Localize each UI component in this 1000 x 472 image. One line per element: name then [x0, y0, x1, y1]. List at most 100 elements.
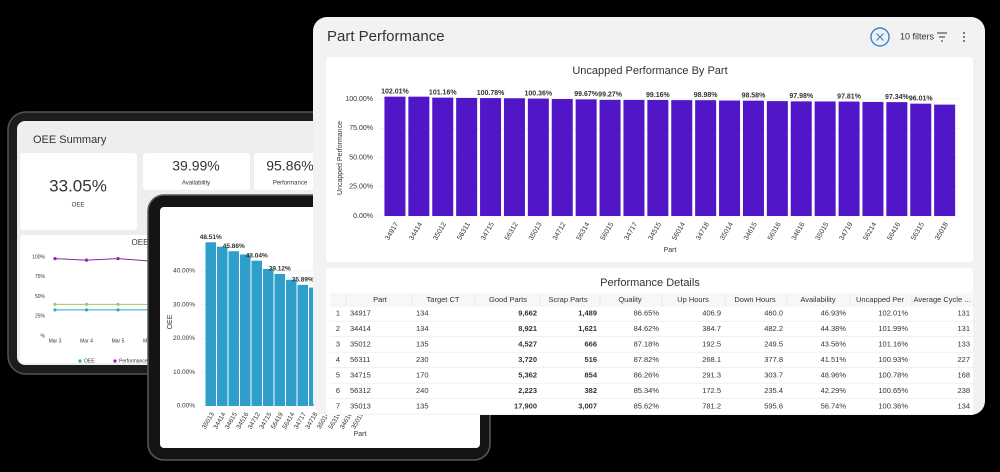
- column-header: Part: [373, 295, 388, 304]
- table-cell: 170: [416, 370, 429, 379]
- table-cell: 168: [957, 370, 970, 379]
- table-cell: 85.34%: [634, 386, 660, 395]
- table-cell: 3,720: [518, 355, 537, 364]
- bar: [766, 101, 788, 216]
- table-cell: 87.82%: [634, 355, 660, 364]
- bar: [575, 99, 597, 216]
- kpi-card: [143, 153, 250, 190]
- table-cell: 854: [584, 370, 597, 379]
- y-tick-label: 100%: [32, 254, 45, 260]
- bar: [205, 242, 216, 406]
- bar: [647, 99, 669, 216]
- point: [84, 302, 89, 306]
- y-axis-label: Uncapped Performance: [337, 121, 344, 195]
- value-label: 97.81%: [837, 93, 862, 100]
- value-label: 100.36%: [525, 90, 553, 97]
- row-number: 4: [336, 355, 340, 364]
- bar: [432, 97, 454, 216]
- x-tick-label: Mar 4: [80, 338, 93, 344]
- table-cell: 100.36%: [878, 401, 908, 410]
- value-label: 98.98%: [694, 92, 719, 99]
- table-cell: 516: [584, 355, 597, 364]
- table-cell: 238: [957, 386, 970, 395]
- bar: [527, 98, 549, 216]
- bar: [790, 101, 812, 216]
- legend-label: Performance: [119, 358, 148, 364]
- column-header: Scrap Parts: [548, 295, 587, 304]
- table-cell: 131: [957, 324, 970, 333]
- panel-title: Part Performance: [327, 28, 445, 45]
- table-header-bg: [330, 293, 973, 307]
- value-label: 35.89%: [292, 277, 314, 284]
- table-cell: 43.56%: [821, 339, 847, 348]
- point: [53, 308, 57, 312]
- y-tick-label: 30.00%: [173, 301, 195, 308]
- table-cell: 87.18%: [634, 339, 660, 348]
- value-label: 100.78%: [477, 90, 505, 97]
- value-label: 99.27%: [598, 92, 623, 99]
- y-tick-label: 0.00%: [353, 213, 373, 220]
- table-cell: 134: [957, 401, 970, 410]
- table-cell: 8,921: [518, 324, 537, 333]
- table-cell: 46.93%: [821, 308, 847, 317]
- column-header: Average Cycle ...: [914, 295, 971, 304]
- table-cell: 4,527: [518, 339, 537, 348]
- point: [53, 302, 57, 306]
- y-tick-label: 25.00%: [349, 184, 373, 191]
- table-cell: 100.93%: [878, 355, 908, 364]
- y-axis-label: OEE: [167, 314, 174, 329]
- bar: [240, 254, 251, 406]
- bar: [251, 260, 262, 406]
- value-label: 101.16%: [429, 89, 457, 96]
- filters-count[interactable]: 10 filters: [900, 31, 935, 41]
- table-cell: 56312: [350, 386, 371, 395]
- clear-filter-button[interactable]: [870, 27, 890, 47]
- table-cell: 1,489: [578, 308, 597, 317]
- bar: [934, 104, 956, 216]
- column-header: Good Parts: [489, 295, 527, 304]
- column-header: Uncapped Per: [856, 295, 904, 304]
- table-cell: 56311: [350, 355, 370, 364]
- table-cell: 101.99%: [878, 324, 908, 333]
- table-cell: 85.62%: [634, 401, 660, 410]
- kpi-label: Performance: [273, 181, 308, 187]
- filter-icon[interactable]: [937, 32, 947, 42]
- column-header: Quality: [618, 295, 642, 304]
- bar: [217, 246, 228, 406]
- table-cell: 35012: [350, 339, 371, 348]
- table-cell: 134: [416, 308, 429, 317]
- table-cell: 100.78%: [878, 370, 908, 379]
- table-cell: 235.4: [764, 386, 783, 395]
- table-cell: 291.3: [702, 370, 721, 379]
- table-cell: 460.0: [764, 308, 783, 317]
- series-line: [54, 258, 150, 262]
- row-number: 6: [336, 386, 340, 395]
- chart-title: Uncapped Performance By Part: [572, 65, 727, 77]
- table-cell: 377.8: [764, 355, 783, 364]
- row-number: 7: [336, 401, 340, 410]
- table-cell: 230: [416, 355, 429, 364]
- part-performance-panel: Part Performance 10 filters Uncapped Per…: [313, 17, 985, 415]
- kpi-label: Availability: [182, 181, 210, 187]
- table-cell: 406.9: [702, 308, 721, 317]
- more-menu[interactable]: [963, 32, 965, 42]
- table-cell: 17,900: [514, 401, 537, 410]
- table-cell: 3,007: [578, 401, 597, 410]
- bar: [886, 102, 908, 216]
- value-label: 39.12%: [269, 266, 291, 273]
- table-card: [326, 268, 973, 415]
- bar: [623, 99, 645, 216]
- x-axis-label: Part: [664, 247, 677, 254]
- table-cell: 9,662: [518, 308, 537, 317]
- table-cell: 5,362: [518, 370, 537, 379]
- bar: [297, 284, 308, 406]
- chart-title: OEE: [132, 238, 149, 247]
- table-cell: 227: [957, 355, 970, 364]
- bar: [719, 100, 741, 216]
- bar: [814, 101, 836, 216]
- kpi-card: [20, 153, 137, 230]
- table-cell: 35013: [350, 401, 371, 410]
- table-cell: 48.96%: [821, 370, 847, 379]
- table-cell: 135: [416, 339, 429, 348]
- kpi-value: 95.86%: [266, 158, 313, 174]
